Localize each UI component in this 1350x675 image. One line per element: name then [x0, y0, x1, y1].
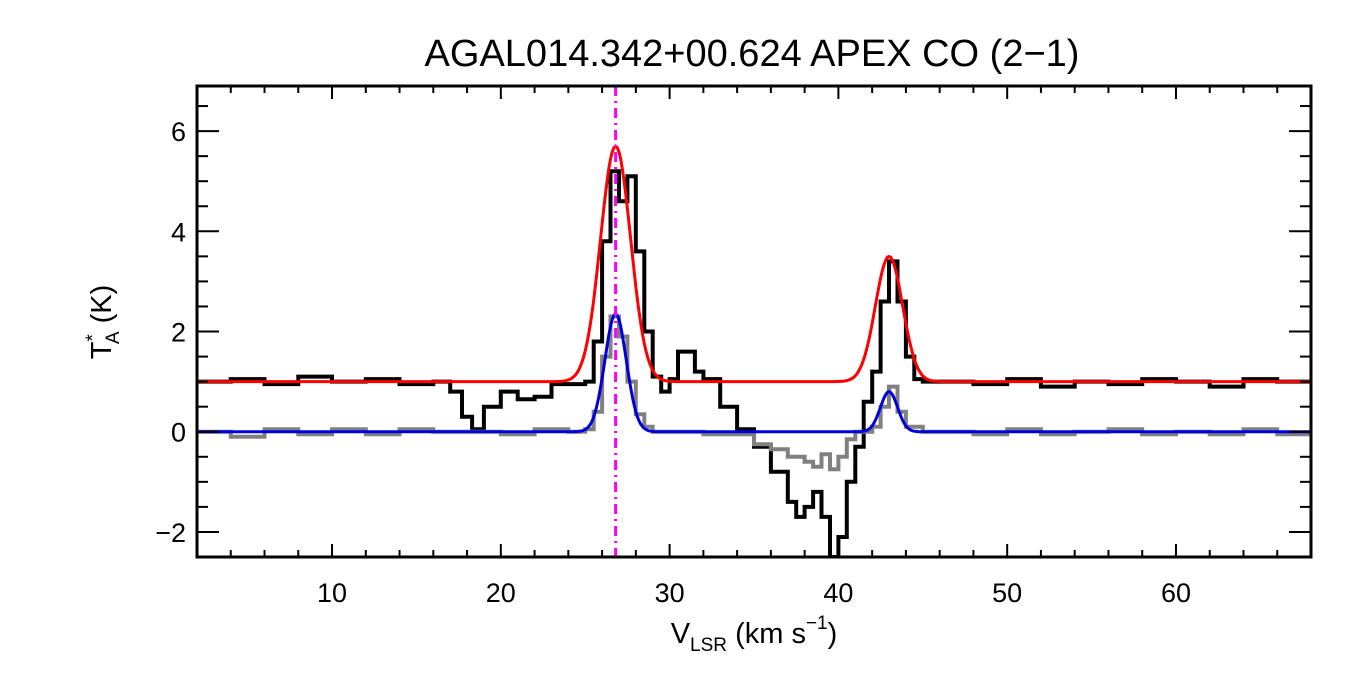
- x-axis-label-sub: LSR: [690, 635, 727, 656]
- x-tick-label: 50: [992, 578, 1022, 608]
- plot-frame: [195, 84, 1313, 559]
- x-tick-label: 10: [317, 578, 347, 608]
- y-axis-label: T*A (K): [83, 285, 124, 360]
- x-axis-label: VLSR (km s−1): [671, 613, 838, 656]
- x-axis-label-sup: −1: [806, 613, 828, 634]
- series-2-line: [197, 144, 1311, 384]
- y-tick-label: −2: [155, 518, 186, 548]
- y-tick-label: 4: [171, 217, 186, 247]
- y-tick-label: 6: [171, 117, 186, 147]
- x-tick-label: 30: [655, 578, 685, 608]
- x-axis-label-main: V: [671, 618, 691, 650]
- y-axis-label-rest: (K): [86, 285, 118, 332]
- y-axis-label-sup: *: [83, 334, 104, 342]
- x-tick-label: 20: [486, 578, 516, 608]
- ticks: [196, 86, 1312, 558]
- series-layer: [197, 144, 1311, 557]
- x-tick-label: 60: [1161, 578, 1191, 608]
- y-tick-labels: −2 0 2 4 6: [155, 117, 186, 548]
- x-tick-label: 40: [823, 578, 853, 608]
- y-tick-label: 0: [171, 418, 186, 448]
- x-axis-label-rest: (km s: [727, 618, 806, 650]
- x-axis-label-close: ): [828, 618, 838, 650]
- y-axis-label-sub: A: [103, 331, 124, 344]
- x-tick-labels: 10 20 30 40 50 60: [317, 578, 1191, 608]
- y-axis-label-main: T: [86, 341, 118, 359]
- y-tick-label: 2: [171, 318, 186, 348]
- series-0-line: [197, 169, 1311, 557]
- series-3-line: [197, 312, 1311, 434]
- chart-title: AGAL014.342+00.624 APEX CO (2−1): [425, 33, 1080, 75]
